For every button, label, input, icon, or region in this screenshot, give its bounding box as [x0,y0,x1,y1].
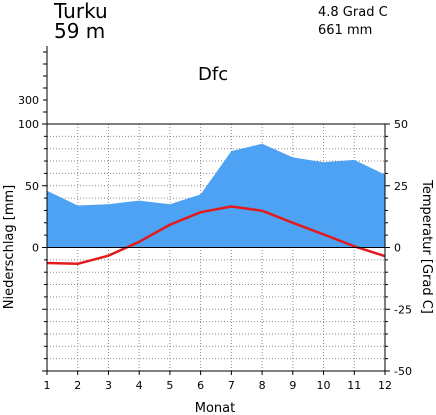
temperature-line-layer [46,205,386,266]
right-axis-tick-label: 25 [394,180,408,193]
mean-temperature: 4.8 Grad C [318,5,388,20]
x-axis-tick-label: 12 [378,379,392,392]
x-axis-tick-label: 7 [228,379,235,392]
x-axis-tick-label: 2 [74,379,81,392]
right-axis-tick-label: -50 [394,365,412,378]
x-axis-tick-label: 4 [136,379,143,392]
precipitation-area [47,143,385,248]
left-axis-extra-label: 300 [18,94,39,107]
station-elevation: 59 m [54,19,105,43]
precipitation-area-layer [46,143,386,248]
x-axis-tick-label: 3 [105,379,112,392]
x-axis-tick-label: 11 [347,379,361,392]
temperature-line [46,205,386,266]
x-axis-tick-label: 9 [289,379,296,392]
right-axis-title: Temperatur [Grad C] [419,179,434,314]
annual-precipitation: 661 mm [318,23,372,38]
right-axis-tick-label: 50 [394,118,408,131]
x-axis-tick-label: 5 [166,379,173,392]
station-name: Turku [53,0,108,23]
left-axis-tick-label: 0 [32,242,39,255]
x-axis-tick-label: 8 [259,379,266,392]
x-axis-title: Monat [195,401,235,415]
left-axis-tick-label: 100 [18,118,39,131]
left-axis-title: Niederschlag [mm] [2,185,17,310]
right-axis-tick-label: -25 [394,303,412,316]
climate-class: Dfc [198,64,228,85]
x-axis-tick-label: 6 [197,379,204,392]
right-axis-tick-label: 0 [394,242,401,255]
x-axis-tick-label: 1 [44,379,51,392]
x-axis-tick-label: 10 [317,379,331,392]
left-axis-tick-label: 50 [25,180,39,193]
